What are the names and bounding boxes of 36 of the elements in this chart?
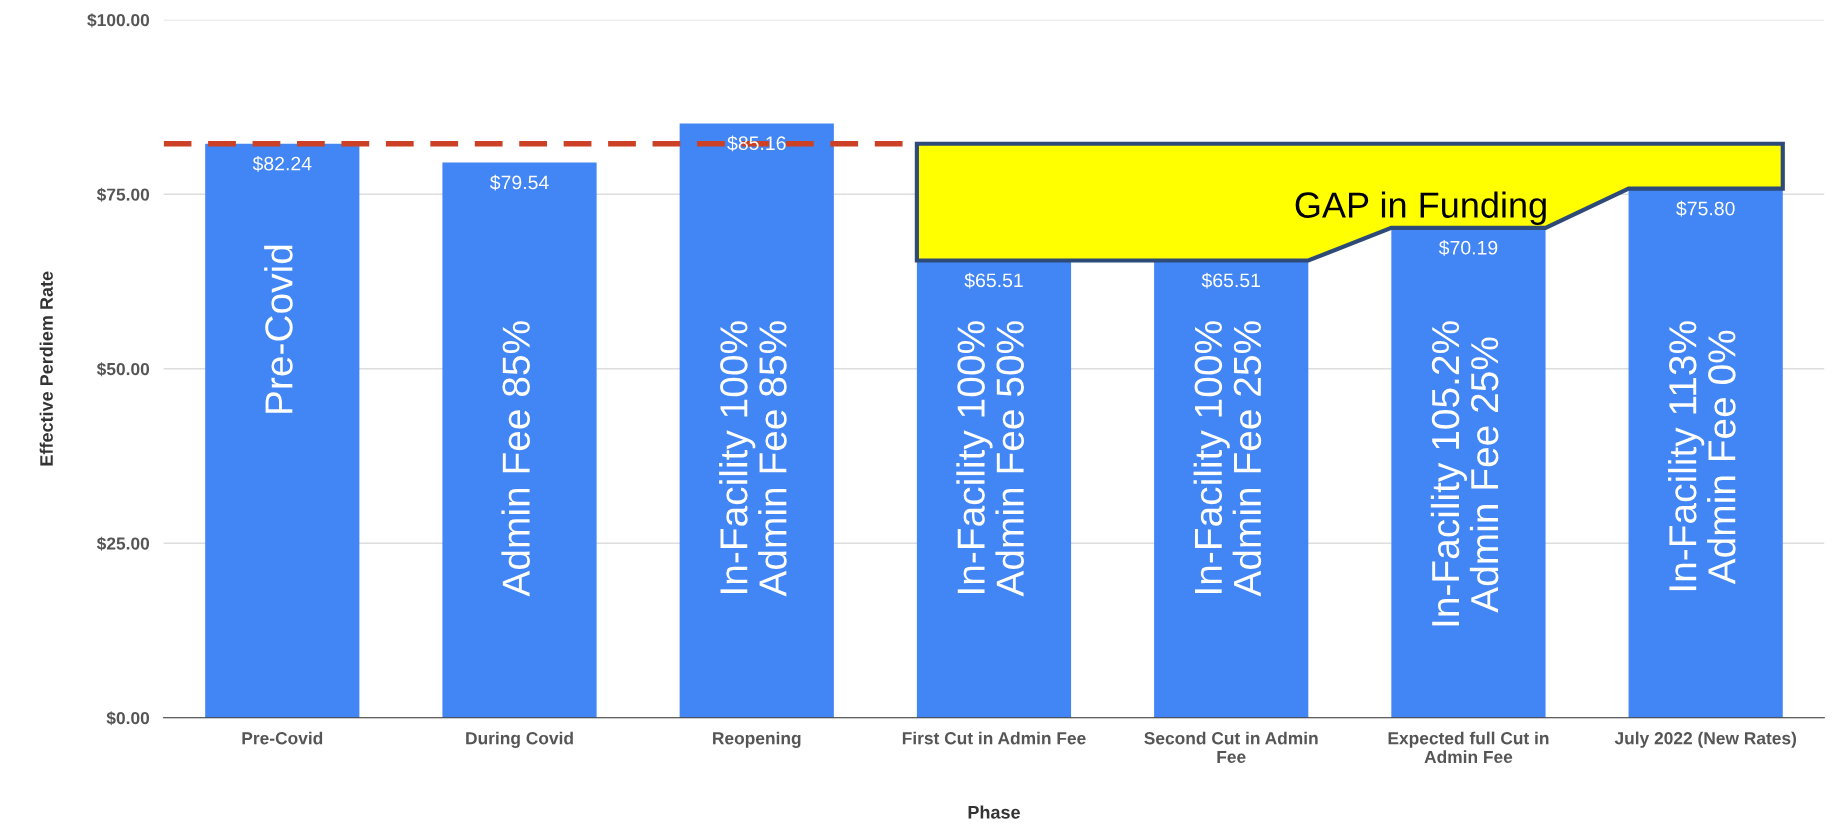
- data-label: $65.51: [1201, 272, 1260, 289]
- data-label: $79.54: [489, 174, 549, 191]
- y-tick-label: $25.00: [96, 536, 150, 551]
- annotation: In-Facility 105.2% Admin Fee 25%: [1430, 321, 1499, 626]
- y-tick-label: $100.00: [87, 13, 150, 28]
- bar: [205, 143, 360, 718]
- annotation: In-Facility 100% Admin Fee 85%: [719, 321, 787, 597]
- bar: [1154, 260, 1309, 718]
- x-tick-label: July 2022 (New Rates): [1614, 731, 1796, 748]
- annotation: Admin Fee 85%: [501, 321, 530, 597]
- bar: [1628, 188, 1783, 718]
- annotation: In-Facility 100% Admin Fee 25%: [1193, 321, 1262, 597]
- bar: [916, 260, 1072, 718]
- x-tick-label: Expected full Cut in Admin Fee: [1388, 731, 1549, 764]
- annotation: GAP in Funding: [1295, 191, 1546, 226]
- y-tick-label: $75.00: [96, 187, 150, 202]
- y-axis-title: Effective Perdiem Rate: [39, 271, 53, 466]
- annotation: Pre-Covid: [264, 245, 293, 413]
- data-label: $70.19: [1438, 239, 1498, 256]
- x-tick-label: Pre-Covid: [242, 731, 323, 745]
- bar: [1391, 227, 1546, 718]
- bar: [679, 123, 834, 718]
- annotation: In-Facility 100% Admin Fee 50%: [956, 321, 1024, 597]
- y-tick-label: $0.00: [106, 711, 150, 726]
- x-tick-label: First Cut in Admin Fee: [902, 731, 1086, 745]
- data-label: $85.16: [727, 135, 786, 152]
- x-tick-label: Reopening: [713, 731, 801, 748]
- x-tick-label: During Covid: [466, 731, 573, 748]
- y-tick-label: $50.00: [96, 362, 150, 377]
- data-label: $75.80: [1676, 200, 1735, 217]
- annotation: In-Facility 113% Admin Fee 0%: [1668, 321, 1736, 591]
- data-label: $65.51: [964, 272, 1023, 289]
- x-tick-label: Second Cut in Admin Fee: [1144, 731, 1318, 764]
- data-label: $82.24: [252, 155, 312, 172]
- x-axis-title: Phase: [968, 805, 1020, 819]
- bar: [442, 162, 597, 718]
